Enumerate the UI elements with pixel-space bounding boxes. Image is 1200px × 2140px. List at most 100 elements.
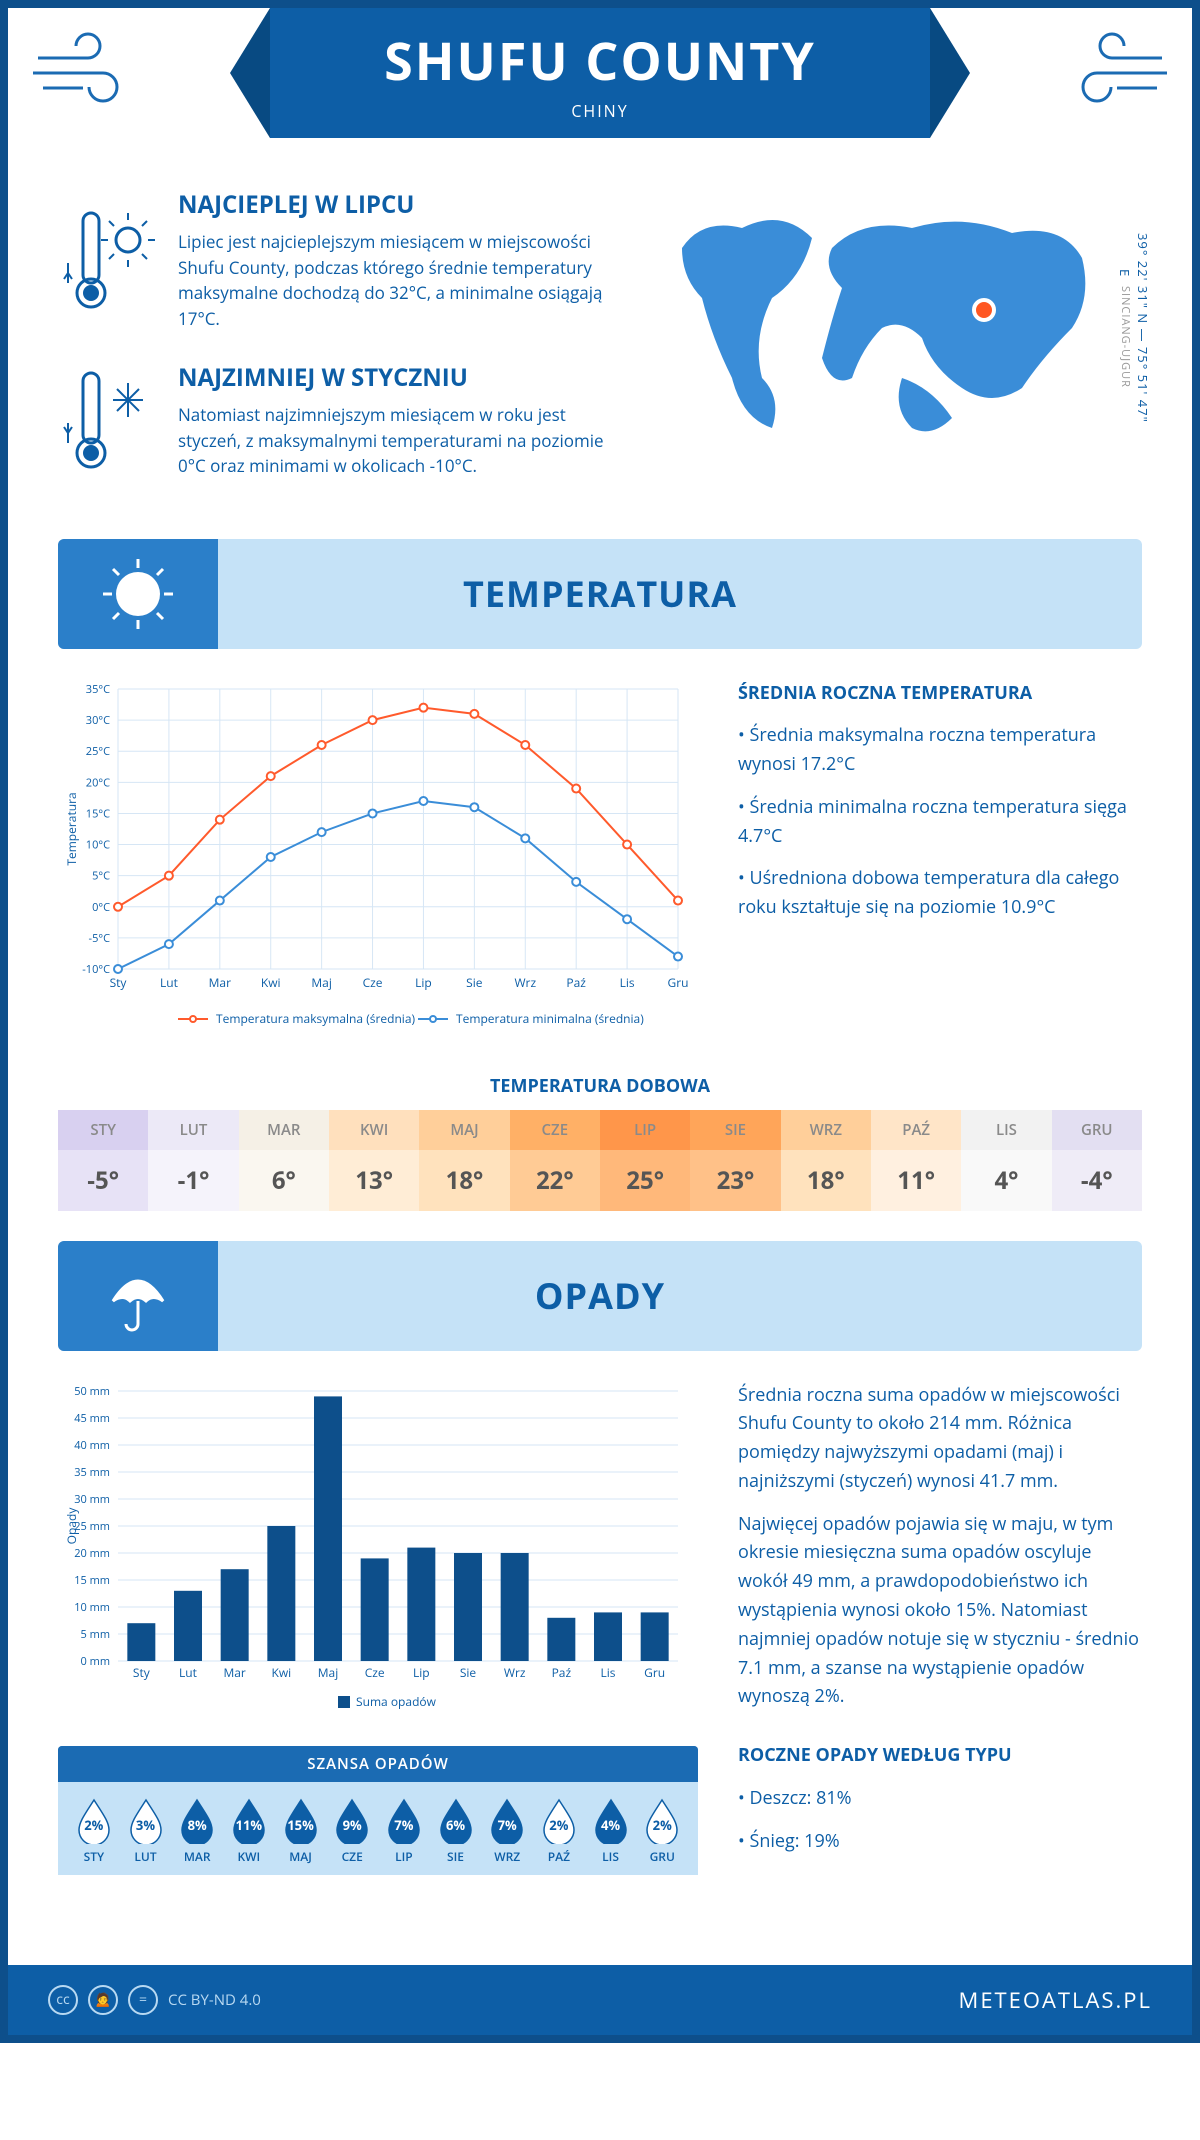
svg-text:Cze: Cze — [363, 974, 383, 991]
page-title: SHUFU COUNTY — [384, 25, 816, 96]
chance-cell: 15%MAJ — [275, 1798, 327, 1865]
precip-section-title: OPADY — [58, 1271, 1142, 1320]
svg-text:25°C: 25°C — [86, 744, 110, 759]
page-subtitle: CHINY — [571, 100, 628, 122]
svg-text:Paź: Paź — [552, 1664, 572, 1681]
daily-temp-cell: CZE22° — [510, 1110, 600, 1211]
coldest-title: NAJZIMNIEJ W STYCZNIU — [178, 361, 622, 394]
svg-text:Sie: Sie — [466, 974, 483, 991]
svg-text:Lip: Lip — [413, 1664, 430, 1681]
precip-type-title: ROCZNE OPADY WEDŁUG TYPU — [738, 1741, 1142, 1770]
umbrella-icon — [58, 1241, 218, 1351]
hottest-card: NAJCIEPLEJ W LIPCU Lipiec jest najcieple… — [58, 188, 622, 331]
hottest-body: Lipiec jest najcieplejszym miesiącem w m… — [178, 229, 622, 331]
svg-text:50 mm: 50 mm — [74, 1384, 110, 1399]
precip-section-banner: OPADY — [58, 1241, 1142, 1351]
svg-text:10 mm: 10 mm — [74, 1600, 110, 1615]
svg-text:Cze: Cze — [365, 1664, 385, 1681]
precip-type-snow: • Śnieg: 19% — [738, 1827, 1142, 1856]
temp-summary-b2: • Średnia minimalna roczna temperatura s… — [738, 793, 1142, 851]
wind-icon — [1052, 28, 1172, 126]
chance-cell: 7%LIP — [378, 1798, 430, 1865]
chance-cell: 2%STY — [68, 1798, 120, 1865]
svg-text:Temperatura minimalna (średnia: Temperatura minimalna (średnia) — [456, 1010, 644, 1027]
svg-text:Kwi: Kwi — [271, 1664, 291, 1681]
svg-text:Wrz: Wrz — [504, 1664, 526, 1681]
daily-temp-cell: LIS4° — [961, 1110, 1051, 1211]
svg-text:Suma opadów: Suma opadów — [356, 1693, 437, 1710]
svg-text:10°C: 10°C — [86, 837, 110, 852]
precip-summary-p1: Średnia roczna suma opadów w miejscowośc… — [738, 1381, 1142, 1496]
svg-text:0 mm: 0 mm — [80, 1654, 110, 1669]
svg-text:Kwi: Kwi — [261, 974, 281, 991]
coldest-body: Natomiast najzimniejszym miesiącem w rok… — [178, 402, 622, 479]
svg-text:Sie: Sie — [460, 1664, 477, 1681]
svg-text:15°C: 15°C — [86, 806, 110, 821]
svg-text:30 mm: 30 mm — [74, 1492, 110, 1507]
svg-text:Gru: Gru — [668, 974, 689, 991]
temp-summary-title: ŚREDNIA ROCZNA TEMPERATURA — [738, 679, 1142, 708]
chance-cell: 11%KWI — [223, 1798, 275, 1865]
svg-text:Maj: Maj — [311, 974, 332, 991]
svg-text:Lis: Lis — [600, 1664, 615, 1681]
license-label: CC BY-ND 4.0 — [168, 1990, 261, 2010]
svg-text:Temperatura: Temperatura — [63, 792, 80, 865]
svg-text:Lut: Lut — [160, 974, 178, 991]
svg-text:5 mm: 5 mm — [80, 1627, 110, 1642]
svg-text:Mar: Mar — [209, 974, 231, 991]
daily-temp-cell: MAJ18° — [419, 1110, 509, 1211]
hottest-title: NAJCIEPLEJ W LIPCU — [178, 188, 622, 221]
svg-text:20°C: 20°C — [86, 775, 110, 790]
chance-cell: 6%SIE — [430, 1798, 482, 1865]
daily-temp-cell: LIP25° — [600, 1110, 690, 1211]
daily-temp-title: TEMPERATURA DOBOWA — [58, 1074, 1142, 1098]
daily-temp-table: STY-5°LUT-1°MAR6°KWI13°MAJ18°CZE22°LIP25… — [58, 1110, 1142, 1211]
sun-icon — [58, 539, 218, 649]
cc-nd-icon: = — [128, 1985, 158, 2015]
daily-temp-cell: PAŹ11° — [871, 1110, 961, 1211]
svg-text:20 mm: 20 mm — [74, 1546, 110, 1561]
cc-icon: cc — [48, 1985, 78, 2015]
daily-temp-cell: STY-5° — [58, 1110, 148, 1211]
svg-text:Temperatura maksymalna (średni: Temperatura maksymalna (średnia) — [216, 1010, 415, 1027]
svg-text:-5°C: -5°C — [89, 930, 111, 945]
svg-text:Maj: Maj — [318, 1664, 339, 1681]
svg-text:45 mm: 45 mm — [74, 1411, 110, 1426]
svg-text:-10°C: -10°C — [82, 962, 110, 977]
daily-temp-cell: GRU-4° — [1052, 1110, 1142, 1211]
site-name: METEOATLAS.PL — [959, 1985, 1152, 2015]
svg-text:Sty: Sty — [133, 1664, 151, 1681]
coldest-card: NAJZIMNIEJ W STYCZNIU Natomiast najzimni… — [58, 361, 622, 479]
svg-text:40 mm: 40 mm — [74, 1438, 110, 1453]
thermometer-cold-icon — [58, 361, 158, 479]
map-marker-icon — [972, 298, 996, 322]
precip-chance-title: SZANSA OPADÓW — [58, 1746, 698, 1782]
svg-text:35 mm: 35 mm — [74, 1465, 110, 1480]
svg-text:15 mm: 15 mm — [74, 1573, 110, 1588]
svg-text:Sty: Sty — [110, 974, 128, 991]
svg-text:35°C: 35°C — [86, 682, 110, 697]
svg-text:5°C: 5°C — [92, 868, 110, 883]
footer: cc 🙍 = CC BY-ND 4.0 METEOATLAS.PL — [8, 1965, 1192, 2035]
header-ribbon: SHUFU COUNTY CHINY — [8, 8, 1192, 168]
daily-temp-cell: LUT-1° — [148, 1110, 238, 1211]
daily-temp-cell: KWI13° — [329, 1110, 419, 1211]
svg-text:0°C: 0°C — [92, 899, 110, 914]
chance-cell: 9%CZE — [326, 1798, 378, 1865]
temperature-section-title: TEMPERATURA — [58, 569, 1142, 618]
chance-cell: 4%LIS — [585, 1798, 637, 1865]
world-map: 39° 22' 31" N — 75° 51' 47" E SINCIANG-U… — [662, 188, 1142, 509]
temp-summary-b3: • Uśredniona dobowa temperatura dla całe… — [738, 864, 1142, 922]
svg-text:Lip: Lip — [415, 974, 432, 991]
chance-cell: 7%WRZ — [481, 1798, 533, 1865]
svg-text:Lut: Lut — [179, 1664, 197, 1681]
wind-icon — [28, 28, 148, 126]
chance-cell: 3%LUT — [120, 1798, 172, 1865]
coordinates-label: 39° 22' 31" N — 75° 51' 47" E SINCIANG-U… — [1116, 208, 1152, 448]
daily-temp-cell: WRZ18° — [781, 1110, 871, 1211]
svg-text:Wrz: Wrz — [514, 974, 536, 991]
thermometer-hot-icon — [58, 188, 158, 331]
precip-bar-chart: 0 mm5 mm10 mm15 mm20 mm25 mm30 mm35 mm40… — [58, 1381, 698, 1726]
chance-cell: 2%GRU — [636, 1798, 688, 1865]
svg-text:Gru: Gru — [644, 1664, 665, 1681]
